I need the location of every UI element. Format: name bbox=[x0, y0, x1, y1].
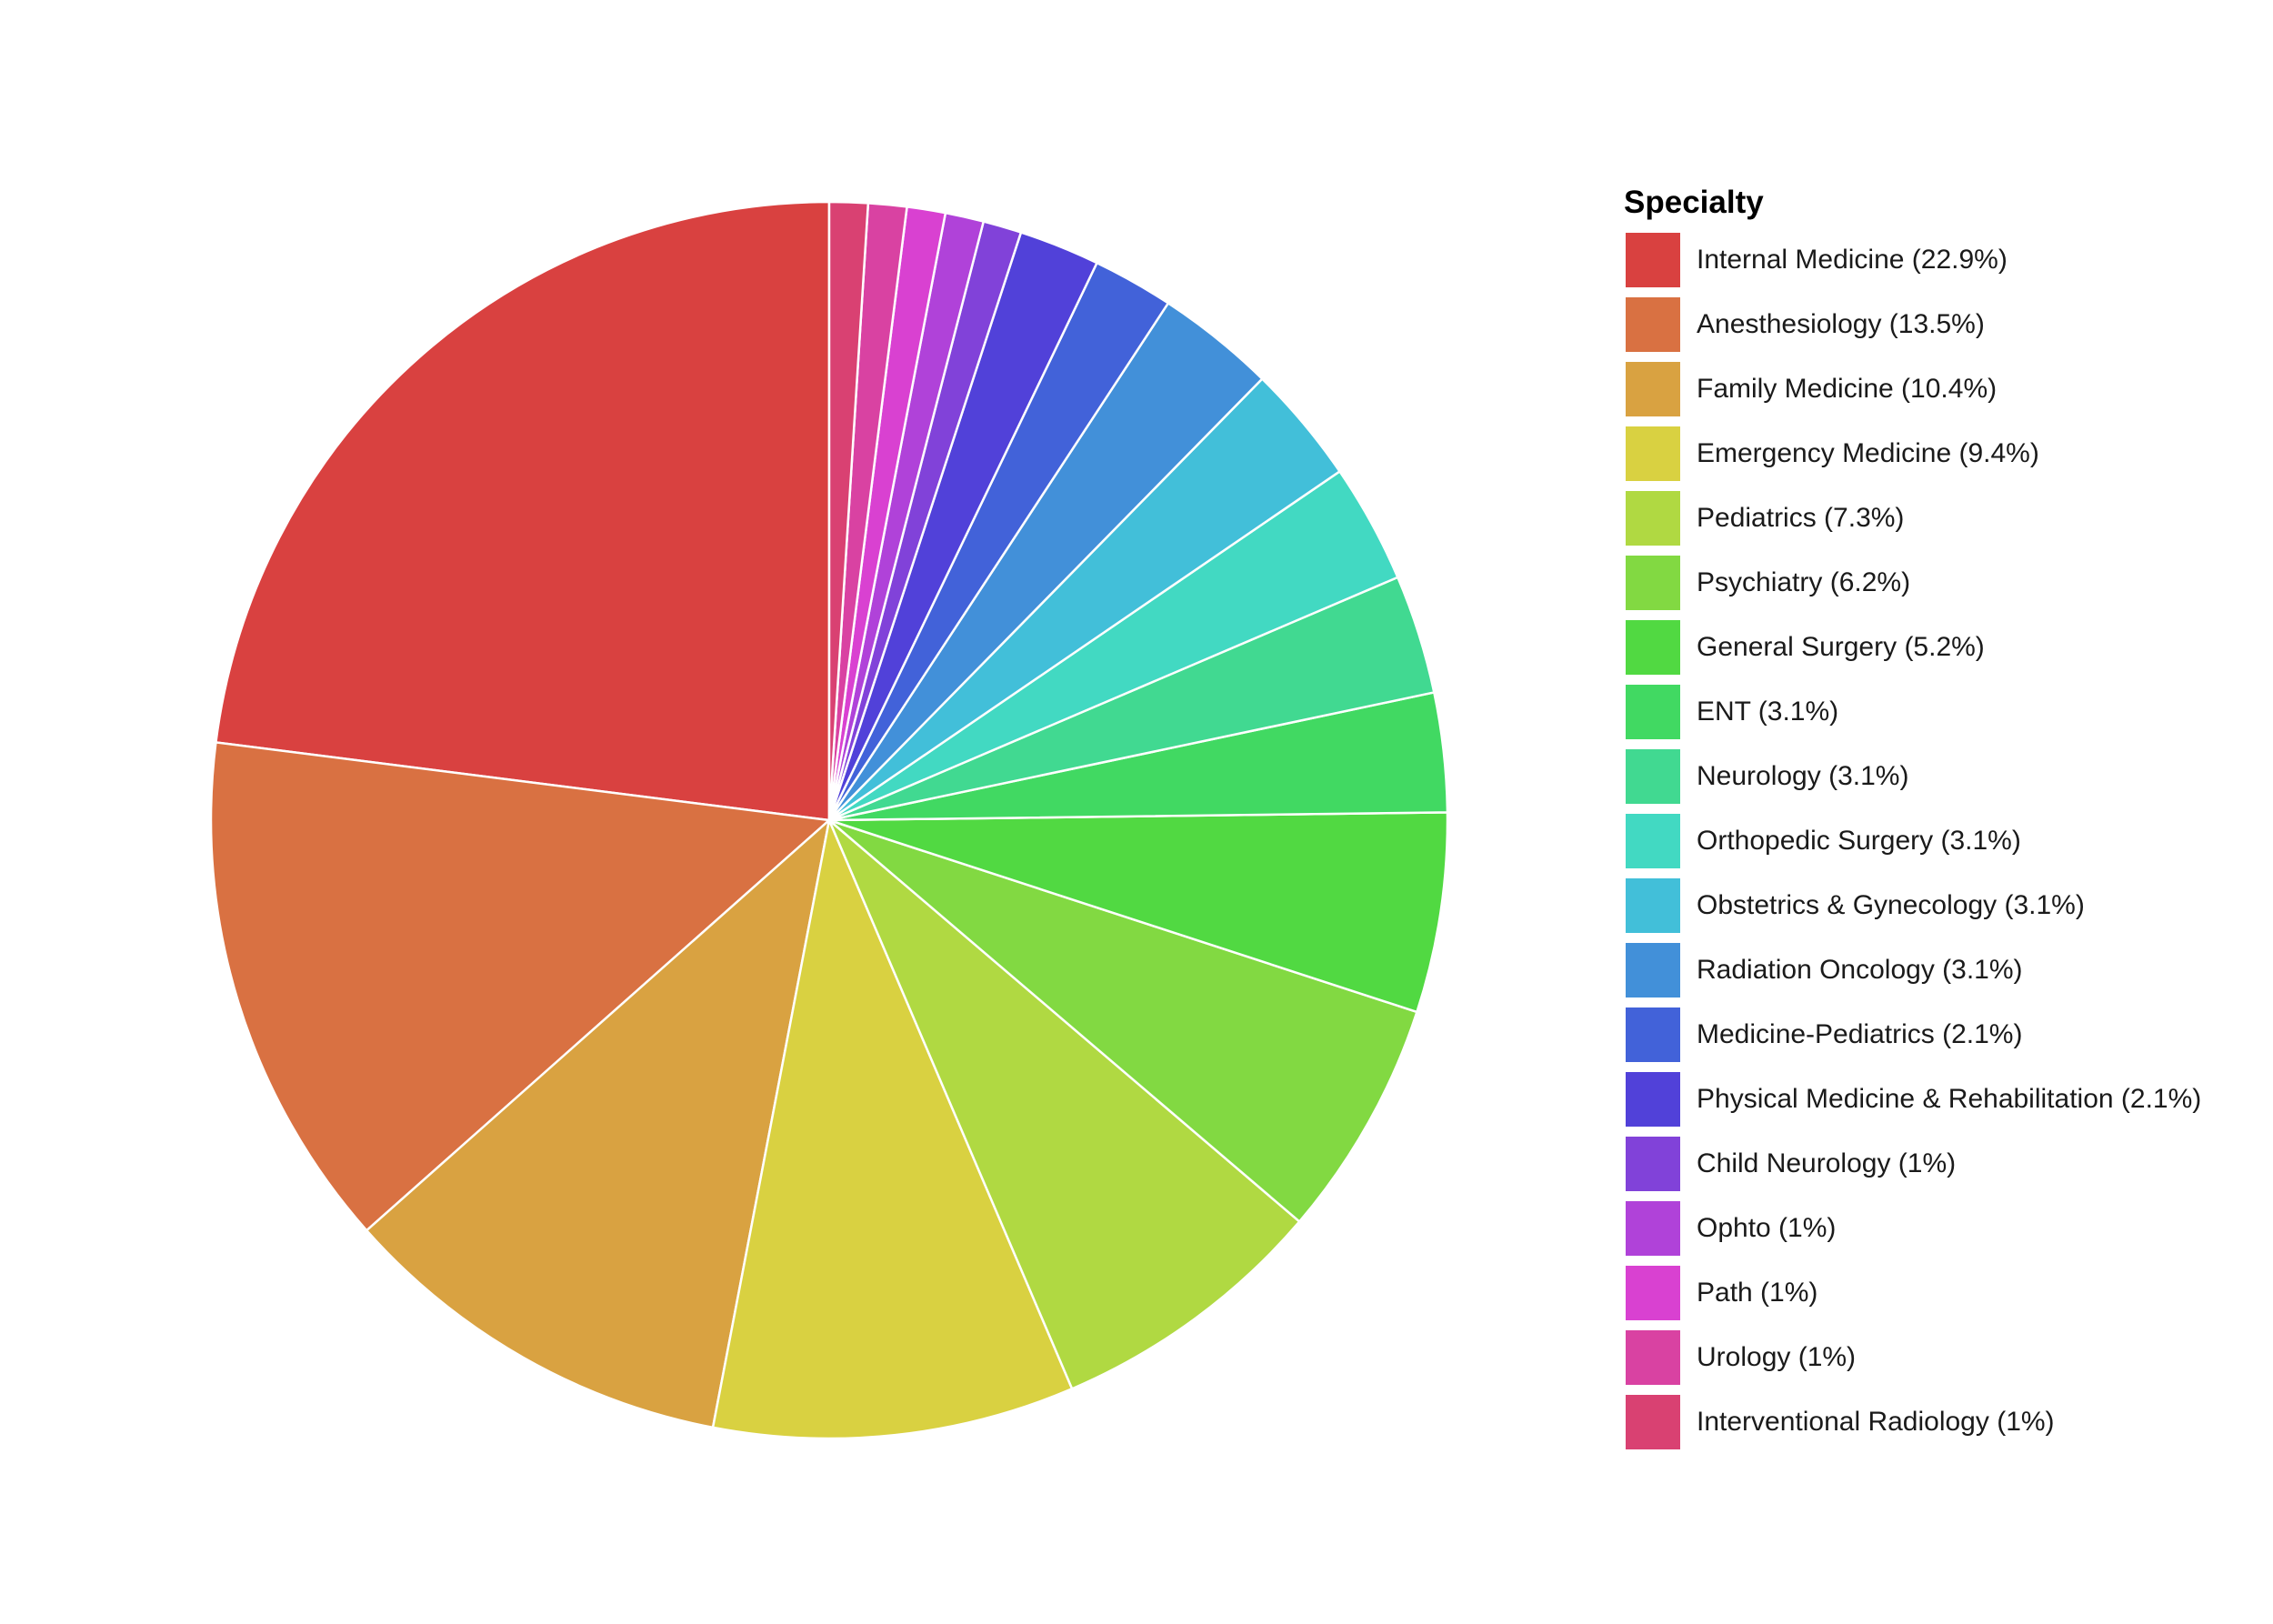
legend-item-orthopedic-surgery: Orthopedic Surgery (3.1%) bbox=[1623, 808, 2201, 873]
pie-slice-anesthesiology bbox=[209, 741, 832, 1232]
legend-item-family-medicine: Family Medicine (10.4%) bbox=[1623, 356, 2201, 421]
legend-label: Obstetrics & Gynecology (3.1%) bbox=[1697, 889, 2085, 920]
legend-item-internal-medicine: Internal Medicine (22.9%) bbox=[1623, 227, 2201, 292]
legend-swatch bbox=[1623, 229, 1683, 290]
legend-item-path: Path (1%) bbox=[1623, 1260, 2201, 1325]
pie-slice-psychiatry bbox=[828, 818, 1419, 1224]
legend-item-obstetrics-gynecology: Obstetrics & Gynecology (3.1%) bbox=[1623, 873, 2201, 937]
pie-slice-general-surgery bbox=[828, 811, 1449, 1014]
legend-swatch bbox=[1623, 875, 1683, 936]
legend-swatch bbox=[1623, 746, 1683, 807]
legend-label: Emergency Medicine (9.4%) bbox=[1697, 437, 2039, 468]
legend-item-anesthesiology: Anesthesiology (13.5%) bbox=[1623, 292, 2201, 356]
legend-item-psychiatry: Psychiatry (6.2%) bbox=[1623, 550, 2201, 615]
legend-swatch bbox=[1623, 617, 1683, 677]
legend-item-neurology: Neurology (3.1%) bbox=[1623, 744, 2201, 808]
legend-label: Orthopedic Surgery (3.1%) bbox=[1697, 825, 2021, 856]
legend-swatch bbox=[1623, 939, 1683, 1000]
legend-item-interventional-radiology: Interventional Radiology (1%) bbox=[1623, 1389, 2201, 1454]
legend-swatch bbox=[1623, 1068, 1683, 1129]
legend-swatch bbox=[1623, 1004, 1683, 1065]
legend-swatch bbox=[1623, 358, 1683, 419]
pie-slice-pediatrics bbox=[827, 819, 1301, 1390]
legend-item-physical-medicine-rehabilitation: Physical Medicine & Rehabilitation (2.1%… bbox=[1623, 1067, 2202, 1131]
legend-label: Medicine-Pediatrics (2.1%) bbox=[1697, 1018, 2023, 1049]
legend-swatch bbox=[1623, 1262, 1683, 1323]
legend-swatch bbox=[1623, 294, 1683, 355]
legend-label: Psychiatry (6.2%) bbox=[1697, 566, 1911, 597]
legend-item-emergency-medicine: Emergency Medicine (9.4%) bbox=[1623, 421, 2201, 486]
legend-swatch bbox=[1623, 487, 1683, 548]
legend-item-ophto: Ophto (1%) bbox=[1623, 1196, 2201, 1260]
legend-item-medicine-pediatrics: Medicine-Pediatrics (2.1%) bbox=[1623, 1002, 2201, 1067]
legend-item-urology: Urology (1%) bbox=[1623, 1325, 2201, 1389]
legend-swatch bbox=[1623, 1327, 1683, 1388]
legend-swatch bbox=[1623, 552, 1683, 613]
legend-label: ENT (3.1%) bbox=[1697, 696, 1839, 727]
legend-item-child-neurology: Child Neurology (1%) bbox=[1623, 1131, 2201, 1196]
legend-label: Ophto (1%) bbox=[1697, 1212, 1837, 1243]
legend-item-radiation-oncology: Radiation Oncology (3.1%) bbox=[1623, 937, 2201, 1002]
legend-label: General Surgery (5.2%) bbox=[1697, 631, 1985, 662]
legend-label: Family Medicine (10.4%) bbox=[1697, 373, 1998, 404]
legend-label: Path (1%) bbox=[1697, 1277, 1818, 1308]
legend-item-ent: ENT (3.1%) bbox=[1623, 679, 2201, 744]
legend-label: Urology (1%) bbox=[1697, 1341, 1857, 1372]
legend-item-pediatrics: Pediatrics (7.3%) bbox=[1623, 486, 2201, 550]
legend-label: Child Neurology (1%) bbox=[1697, 1148, 1957, 1178]
pie-slice-interventional-radiology bbox=[827, 200, 870, 821]
legend-swatch bbox=[1623, 1133, 1683, 1194]
legend-title: Specialty bbox=[1624, 185, 1764, 220]
legend-swatch bbox=[1623, 810, 1683, 871]
legend-label: Radiation Oncology (3.1%) bbox=[1697, 954, 2023, 985]
pie-slice-emergency-medicine bbox=[711, 816, 1074, 1440]
legend-swatch bbox=[1623, 681, 1683, 742]
legend-swatch bbox=[1623, 1198, 1683, 1258]
legend-items: Internal Medicine (22.9%) Anesthesiology … bbox=[1623, 227, 2202, 1454]
legend: Specialty Internal Medicine (22.9%) Anest… bbox=[1623, 182, 2202, 1454]
legend-label: Internal Medicine (22.9%) bbox=[1697, 244, 2008, 275]
legend-item-general-surgery: General Surgery (5.2%) bbox=[1623, 615, 2201, 679]
legend-label: Interventional Radiology (1%) bbox=[1697, 1406, 2055, 1437]
legend-label: Neurology (3.1%) bbox=[1697, 760, 1909, 791]
legend-label: Physical Medicine & Rehabilitation (2.1%… bbox=[1697, 1083, 2202, 1114]
pie-slice-family-medicine bbox=[365, 817, 831, 1429]
legend-swatch bbox=[1623, 423, 1683, 484]
legend-label: Anesthesiology (13.5%) bbox=[1697, 308, 1985, 339]
legend-swatch bbox=[1623, 1391, 1683, 1452]
legend-label: Pediatrics (7.3%) bbox=[1697, 502, 1905, 533]
pie-slice-internal-medicine bbox=[215, 200, 831, 822]
